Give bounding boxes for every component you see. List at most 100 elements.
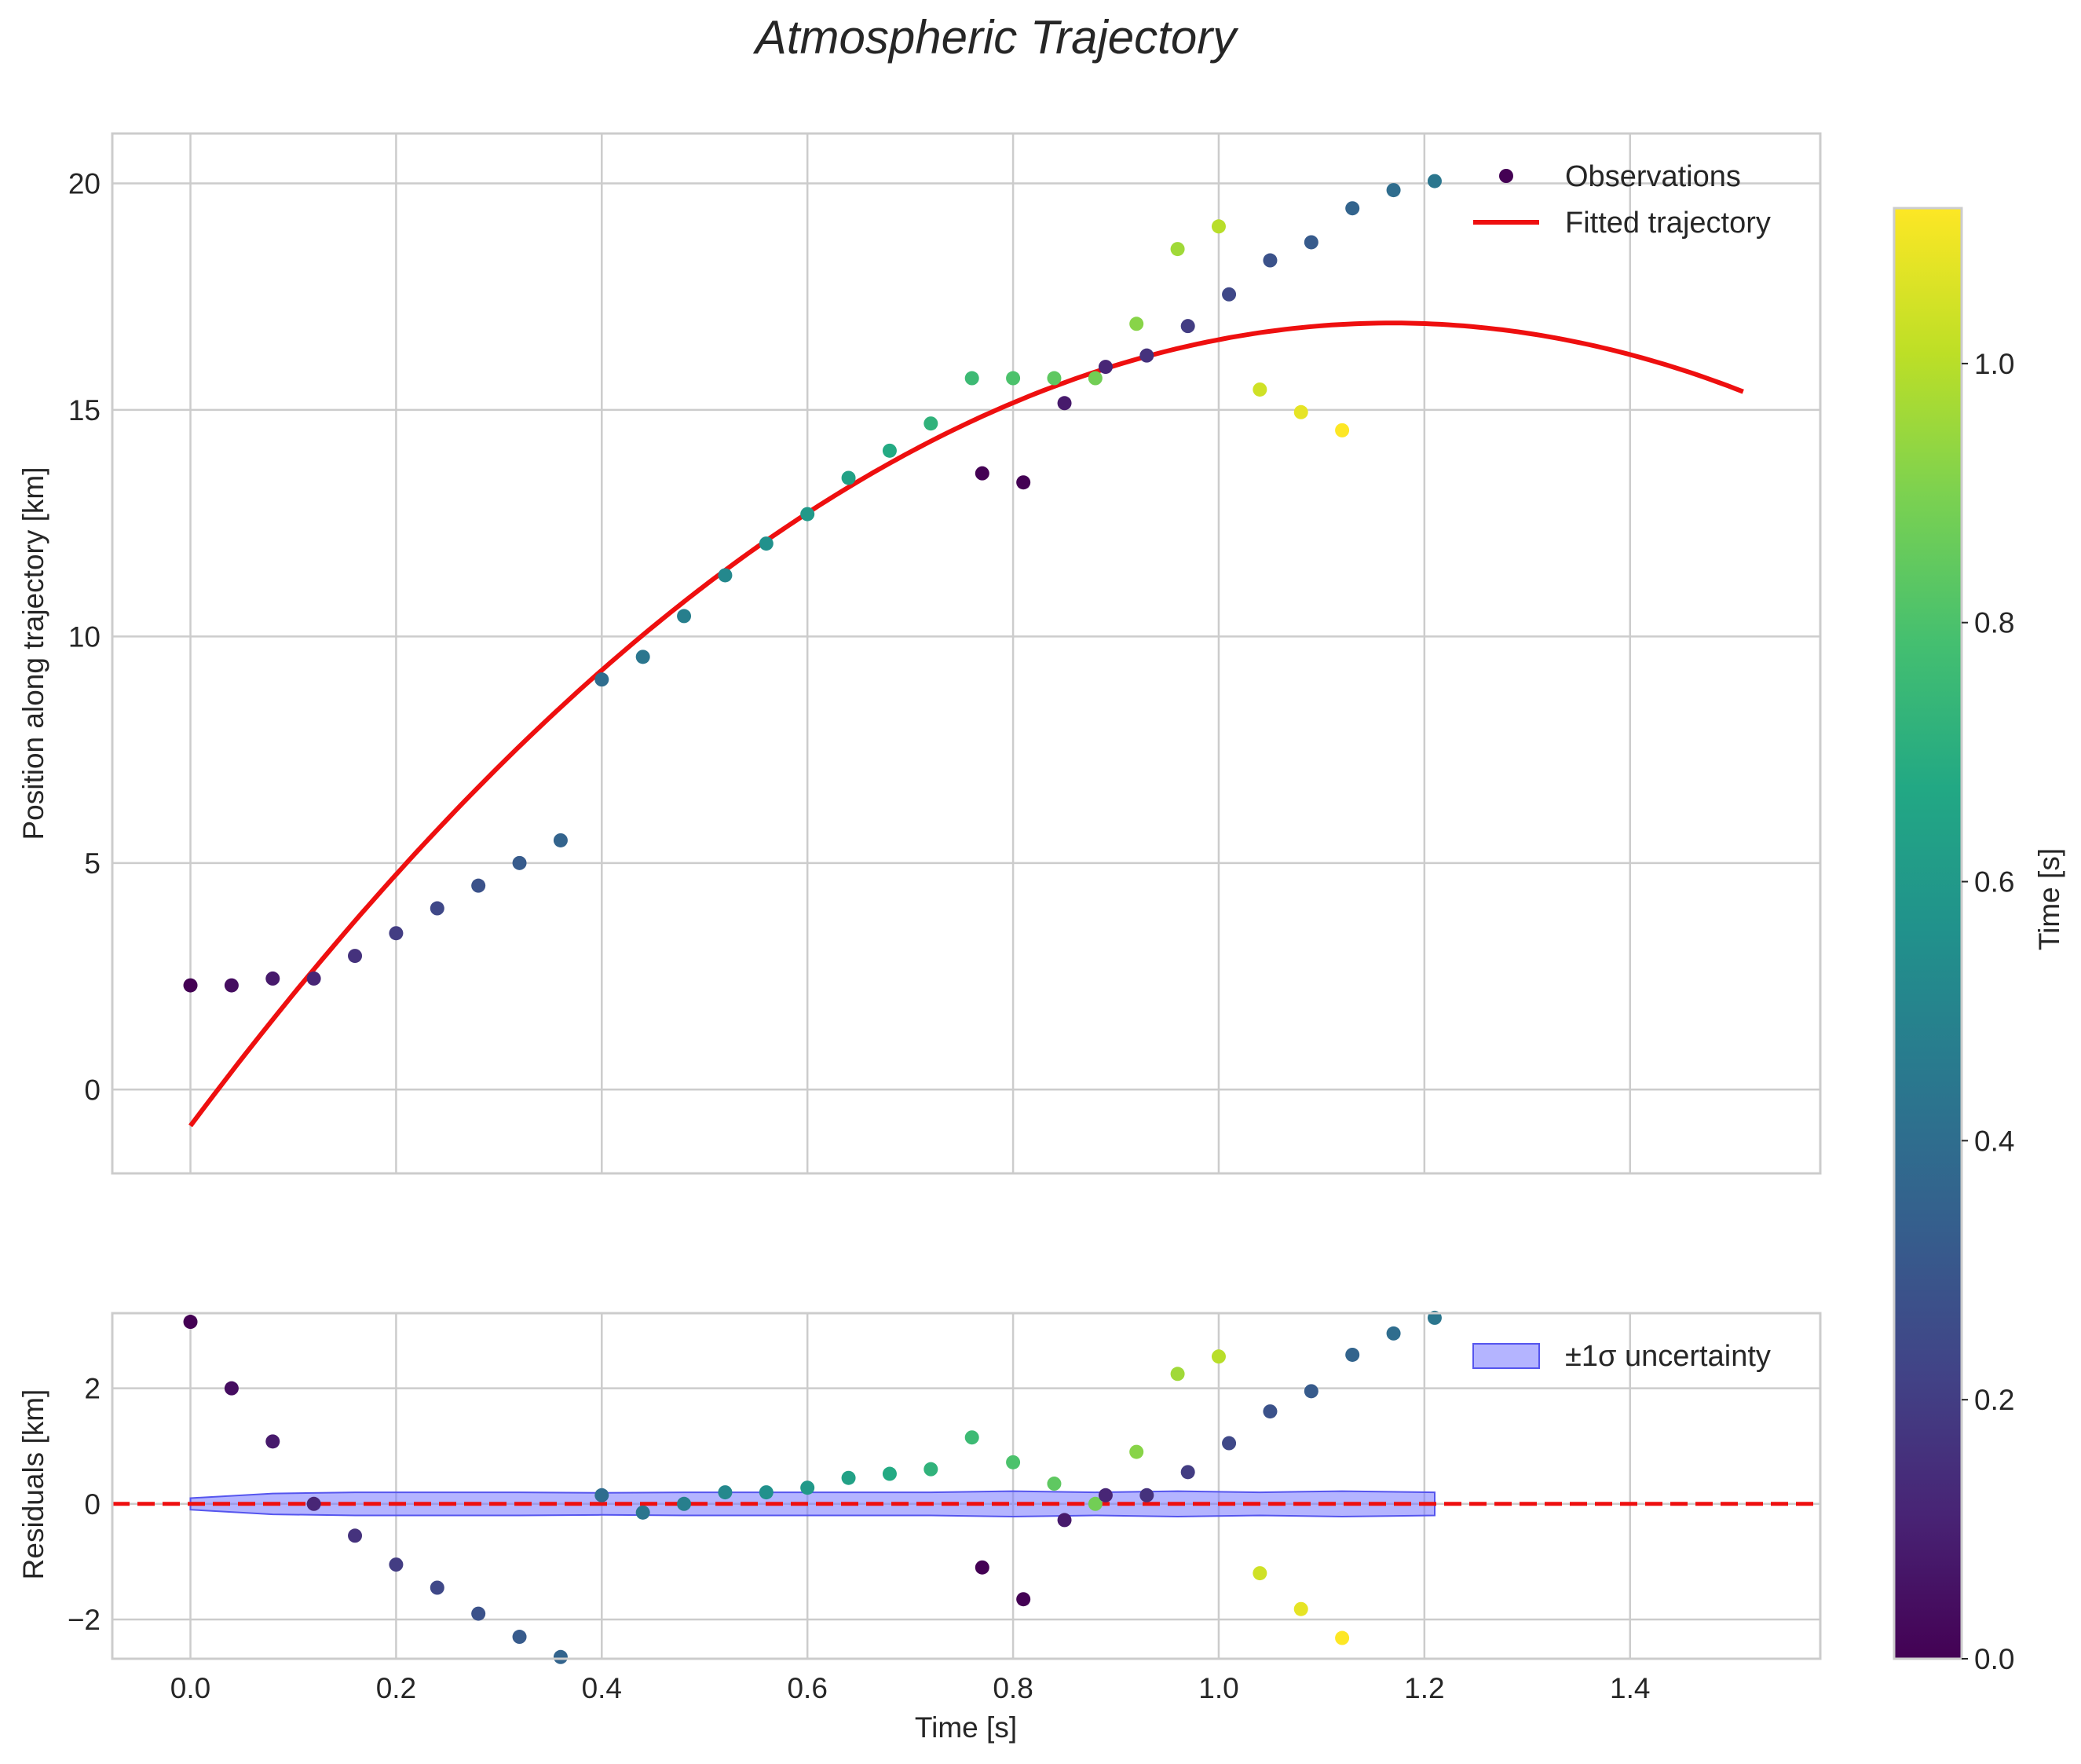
observation-point-13 [718, 568, 733, 583]
x-tick-3: 0.6 [787, 1672, 827, 1704]
residual-point-29 [1170, 1367, 1185, 1382]
observation-point-29 [1170, 242, 1185, 257]
observation-point-37 [1335, 423, 1350, 437]
residual-point-36 [1304, 1384, 1318, 1399]
observation-point-26 [1098, 360, 1113, 375]
observation-point-21 [1006, 371, 1021, 386]
observation-point-28 [1139, 348, 1154, 363]
residual-point-10 [594, 1488, 609, 1502]
colorbar-gradient [1893, 207, 1963, 1660]
residual-point-30 [1180, 1465, 1195, 1480]
observations-layer [183, 174, 1442, 993]
residuals-plot-frame [111, 1312, 1822, 1660]
residual-point-23 [1047, 1477, 1062, 1491]
residual-point-32 [1222, 1436, 1237, 1451]
observation-point-3 [306, 971, 321, 986]
observation-point-0 [183, 978, 198, 993]
colorbar-tick-labels: 0.0 0.2 0.4 0.6 0.8 1.0 [1962, 348, 2014, 1675]
residual-point-2 [265, 1434, 280, 1449]
main-legend: Observations Fitted trajectory [1473, 160, 1771, 240]
observation-point-27 [1129, 317, 1144, 331]
main-y-tick-2: 10 [68, 620, 101, 653]
uncertainty-band-layer [189, 1490, 1435, 1518]
observation-point-23 [1047, 371, 1062, 386]
residual-point-35 [1293, 1601, 1308, 1616]
observation-point-6 [430, 901, 444, 916]
main-gridlines [112, 134, 1820, 1173]
observation-point-35 [1293, 404, 1308, 419]
residual-point-37 [1335, 1630, 1350, 1645]
main-plot-frame [111, 132, 1822, 1175]
observation-point-36 [1304, 235, 1318, 250]
colorbar-tick-3: 0.6 [1974, 866, 2014, 898]
residual-point-9 [553, 1649, 568, 1664]
main-y-tick-3: 15 [68, 394, 101, 426]
residuals-plot-background [112, 1313, 1820, 1659]
main-y-tick-1: 5 [84, 847, 101, 880]
legend-uncertainty-swatch [1472, 1343, 1540, 1369]
residuals-x-tick-labels: 0.0 0.2 0.4 0.6 0.8 1.0 1.2 1.4 [170, 1672, 1651, 1704]
observation-point-32 [1222, 287, 1237, 302]
main-y-axis-label: Position along trajectory [km] [17, 467, 49, 840]
residual-point-6 [430, 1580, 444, 1595]
observation-point-33 [1253, 382, 1267, 397]
residual-point-38 [1345, 1347, 1360, 1362]
x-tick-2: 0.4 [582, 1672, 622, 1704]
residual-point-34 [1263, 1404, 1278, 1419]
x-tick-6: 1.2 [1404, 1672, 1444, 1704]
residual-point-39 [1386, 1326, 1401, 1341]
residual-point-5 [389, 1557, 404, 1572]
residuals-y-axis-label: Residuals [km] [17, 1389, 49, 1580]
observation-point-38 [1345, 201, 1360, 216]
main-y-tick-4: 20 [68, 167, 101, 199]
residual-point-28 [1139, 1488, 1154, 1502]
observation-point-39 [1386, 183, 1401, 198]
colorbar-tick-1: 0.2 [1974, 1384, 2014, 1416]
residual-point-25 [1088, 1496, 1103, 1511]
residual-point-13 [718, 1485, 733, 1500]
observation-point-19 [964, 371, 979, 386]
figure-title: Atmospheric Trajectory [753, 11, 1239, 64]
residual-point-26 [1098, 1488, 1113, 1502]
x-axis-label: Time [s] [915, 1711, 1017, 1744]
residual-point-33 [1253, 1566, 1267, 1581]
colorbar-label: Time [s] [2033, 848, 2065, 950]
observation-point-34 [1263, 253, 1278, 268]
observation-point-12 [677, 609, 692, 624]
observation-point-22 [1016, 475, 1031, 490]
residual-point-14 [759, 1485, 774, 1500]
observation-point-17 [882, 443, 897, 458]
residual-point-31 [1211, 1349, 1226, 1364]
observation-point-18 [923, 416, 938, 431]
colorbar-tick-0: 0.0 [1974, 1643, 2014, 1675]
main-plot-background [112, 134, 1820, 1173]
fitted-trajectory-layer [188, 320, 1744, 1128]
residual-point-11 [635, 1505, 650, 1520]
observation-point-24 [1057, 396, 1072, 411]
residual-point-27 [1129, 1444, 1144, 1459]
residuals-y-tick-labels: −2 0 2 [68, 1373, 101, 1636]
res-y-tick-0: −2 [68, 1604, 101, 1636]
colorbar-tick-4: 0.8 [1974, 607, 2014, 639]
observation-point-11 [635, 650, 650, 664]
residual-point-15 [800, 1480, 815, 1495]
residual-point-16 [841, 1470, 856, 1485]
main-y-tick-0: 0 [84, 1074, 101, 1106]
residual-point-19 [964, 1430, 979, 1445]
observation-point-4 [348, 949, 363, 964]
residual-point-0 [183, 1315, 198, 1330]
x-tick-5: 1.0 [1198, 1672, 1238, 1704]
uncertainty-band [189, 1490, 1435, 1518]
legend-observations-marker [1499, 169, 1513, 183]
observation-point-16 [841, 470, 856, 485]
residual-point-3 [306, 1496, 321, 1511]
residual-point-21 [1006, 1455, 1021, 1469]
legend-observations-label: Observations [1565, 160, 1741, 193]
residual-point-22 [1016, 1592, 1031, 1607]
fitted-trajectory-line [188, 320, 1744, 1128]
main-y-tick-labels: 0 5 10 15 20 [68, 167, 101, 1106]
legend-uncertainty-label: ±1σ uncertainty [1565, 1340, 1771, 1373]
residual-point-24 [1057, 1513, 1072, 1528]
